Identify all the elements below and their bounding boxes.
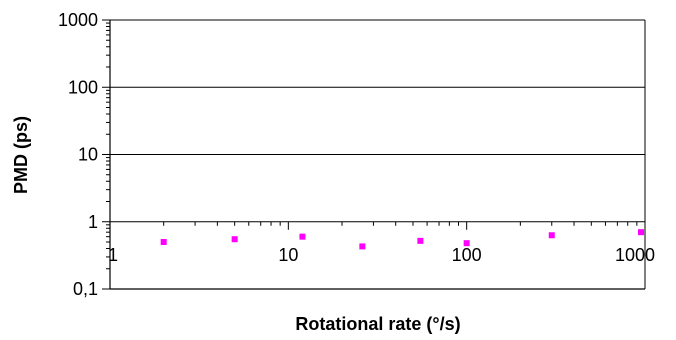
grid-layer — [110, 19, 645, 223]
y-tick-label: 1 — [88, 212, 98, 232]
x-tick-label: 1000 — [615, 245, 655, 265]
x-tick-labels: 1 10 100 1000 — [108, 245, 655, 265]
y-tick-labels: 0,1 1 10 100 1000 — [58, 10, 98, 299]
y-tick-label: 1000 — [58, 10, 98, 30]
data-point — [359, 243, 366, 250]
data-point — [160, 238, 167, 245]
y-axis-title: PMD (ps) — [11, 116, 31, 194]
x-tick-label: 10 — [278, 245, 298, 265]
data-point — [463, 240, 470, 247]
data-point — [548, 232, 555, 239]
data-point — [231, 236, 238, 243]
x-axis-title: Rotational rate (°/s) — [295, 314, 460, 334]
data-points — [160, 229, 645, 250]
data-point — [299, 233, 306, 240]
y-tick-label: 10 — [78, 145, 98, 165]
y-tick-label: 0,1 — [73, 279, 98, 299]
x-tick-label: 1 — [108, 245, 118, 265]
x-tick-label: 100 — [452, 245, 482, 265]
axis-layer — [102, 19, 646, 290]
y-tick-label: 100 — [68, 77, 98, 97]
data-point — [638, 229, 645, 236]
data-point — [417, 237, 424, 244]
